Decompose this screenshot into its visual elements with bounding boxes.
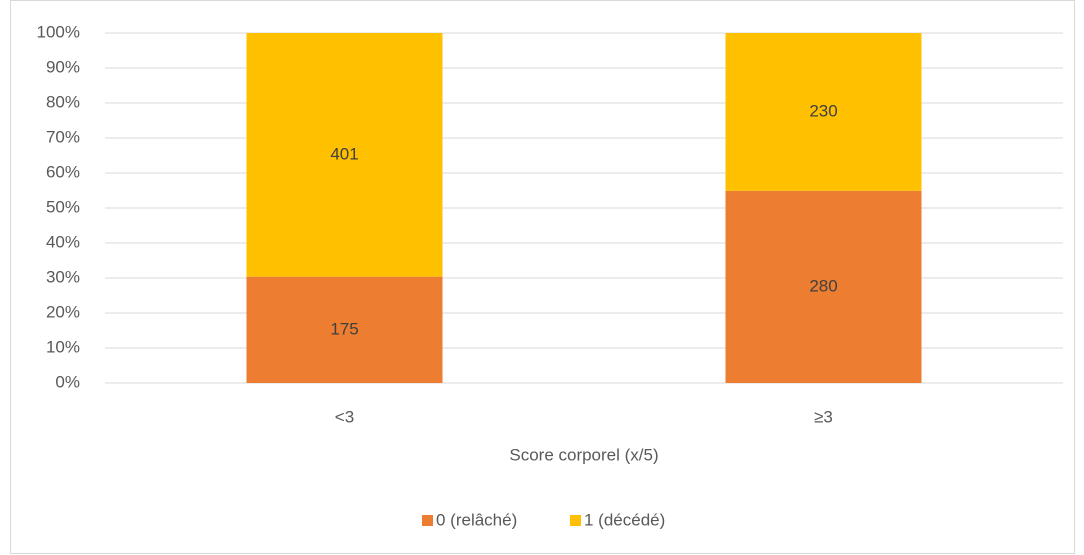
x-tick-label: <3 [335, 407, 354, 426]
x-tick-label: ≥3 [814, 407, 833, 426]
data-label: 230 [809, 101, 837, 120]
legend-label: 0 (relâché) [436, 510, 517, 529]
y-tick-label: 100% [37, 22, 80, 41]
y-tick-label: 60% [46, 162, 80, 181]
y-tick-label: 40% [46, 232, 80, 251]
y-tick-label: 20% [46, 302, 80, 321]
legend-swatch [570, 515, 581, 526]
legend-swatch [422, 515, 433, 526]
bar-segment [725, 190, 922, 383]
x-axis-title: Score corporel (x/5) [509, 445, 658, 464]
y-tick-label: 80% [46, 92, 80, 111]
data-label: 401 [330, 144, 358, 163]
data-label: 175 [330, 319, 358, 338]
bar-segment [246, 276, 443, 383]
legend-label: 1 (décédé) [584, 510, 665, 529]
y-tick-label: 30% [46, 267, 80, 286]
y-tick-label: 90% [46, 57, 80, 76]
y-tick-label: 50% [46, 197, 80, 216]
bar-segment [246, 33, 443, 277]
bar-segment [725, 33, 922, 191]
data-label: 280 [809, 276, 837, 295]
y-tick-label: 10% [46, 337, 80, 356]
y-tick-label: 0% [55, 372, 80, 391]
y-tick-label: 70% [46, 127, 80, 146]
